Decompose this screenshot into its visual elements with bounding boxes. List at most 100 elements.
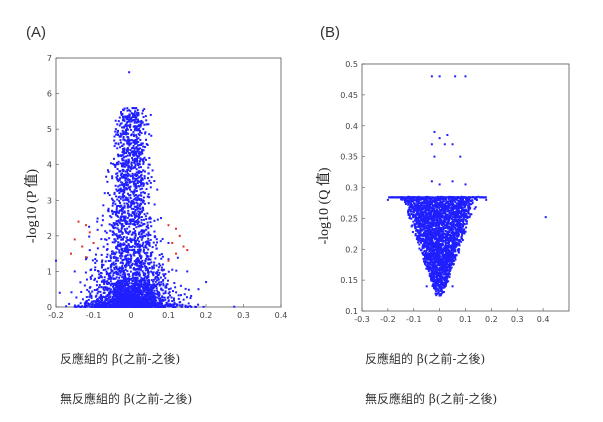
- data-point: [136, 239, 139, 242]
- data-point: [122, 156, 125, 159]
- data-point: [139, 291, 142, 294]
- data-point: [131, 274, 134, 277]
- data-point: [112, 261, 115, 264]
- data-point: [153, 294, 156, 297]
- data-point: [133, 121, 136, 124]
- data-point: [135, 171, 138, 174]
- data-point: [118, 234, 121, 237]
- data-point: [149, 298, 152, 301]
- data-point: [143, 287, 146, 290]
- data-point: [145, 275, 148, 278]
- data-point: [132, 292, 135, 295]
- data-point: [116, 147, 119, 150]
- data-point: [115, 273, 118, 276]
- data-point: [129, 180, 132, 183]
- data-point: [453, 235, 456, 238]
- data-point: [132, 298, 135, 301]
- data-point: [125, 289, 128, 292]
- data-point: [119, 267, 122, 270]
- data-point: [134, 236, 137, 239]
- data-point: [145, 233, 148, 236]
- data-point: [94, 253, 97, 256]
- data-point: [153, 289, 156, 292]
- data-point: [135, 220, 138, 223]
- data-point: [118, 230, 121, 233]
- data-point: [96, 217, 99, 220]
- data-point: [144, 132, 147, 135]
- data-point: [136, 140, 139, 143]
- data-point: [112, 251, 115, 254]
- data-point: [138, 166, 141, 169]
- data-point: [73, 270, 76, 273]
- data-point: [117, 291, 120, 294]
- data-point: [141, 305, 144, 308]
- data-point: [110, 257, 113, 260]
- data-point: [453, 247, 456, 250]
- data-point: [119, 290, 122, 293]
- data-point: [467, 210, 470, 213]
- panel-b-caption-responder: 反應組的 β(之前-之後): [365, 352, 486, 366]
- data-point: [413, 204, 416, 207]
- data-point: [122, 258, 125, 261]
- data-point: [149, 301, 152, 304]
- data-point: [127, 166, 130, 169]
- data-point: [129, 265, 132, 268]
- data-point: [143, 290, 146, 293]
- data-point: [177, 297, 180, 300]
- data-point: [132, 285, 135, 288]
- data-point: [97, 299, 100, 302]
- data-point: [145, 181, 148, 184]
- data-point: [118, 249, 121, 252]
- data-point: [126, 141, 129, 144]
- data-point: [427, 220, 430, 223]
- data-point: [116, 257, 119, 260]
- data-point: [114, 302, 117, 305]
- data-point: [133, 182, 136, 185]
- data-point: [124, 170, 127, 173]
- data-point: [143, 284, 146, 287]
- data-point: [141, 293, 144, 296]
- data-point: [182, 245, 185, 248]
- data-point: [120, 112, 123, 115]
- data-point: [124, 181, 127, 184]
- data-point: [107, 259, 110, 262]
- data-point: [161, 289, 164, 292]
- data-point: [141, 259, 144, 262]
- data-point: [137, 252, 140, 255]
- data-point: [130, 285, 133, 288]
- data-point: [159, 240, 162, 243]
- data-point: [117, 142, 120, 145]
- data-point: [445, 270, 448, 273]
- data-point: [140, 218, 143, 221]
- data-point: [106, 169, 109, 172]
- data-point: [91, 305, 94, 308]
- data-point: [438, 206, 441, 209]
- data-point: [116, 235, 119, 238]
- data-point: [142, 149, 145, 152]
- data-point: [137, 210, 140, 213]
- data-point: [118, 195, 121, 198]
- data-point: [420, 209, 423, 212]
- data-point: [133, 135, 136, 138]
- data-point: [132, 282, 135, 285]
- data-point: [441, 232, 444, 235]
- data-point: [122, 109, 125, 112]
- data-point: [128, 248, 131, 251]
- data-point: [132, 147, 135, 150]
- data-point: [120, 302, 123, 305]
- data-point: [427, 248, 430, 251]
- data-point: [129, 143, 132, 146]
- data-point: [136, 218, 139, 221]
- data-point: [116, 237, 119, 240]
- data-point: [164, 290, 167, 293]
- data-point: [125, 278, 128, 281]
- y-tick-label: 0.4: [345, 122, 358, 131]
- data-point: [145, 300, 148, 303]
- data-point: [143, 282, 146, 285]
- data-point: [119, 242, 122, 245]
- data-point: [426, 202, 429, 205]
- data-point: [124, 282, 127, 285]
- data-point: [425, 224, 428, 227]
- data-point: [126, 216, 129, 219]
- data-point: [140, 132, 143, 135]
